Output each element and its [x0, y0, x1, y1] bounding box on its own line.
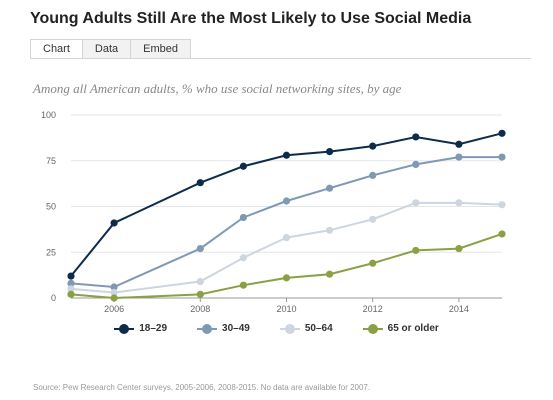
tab-divider [30, 58, 531, 59]
data-point [239, 162, 247, 170]
y-tick-label: 0 [51, 293, 56, 303]
x-tick-label: 2014 [449, 304, 469, 314]
x-tick-label: 2008 [190, 304, 210, 314]
data-point [239, 254, 247, 262]
legend-item: 50–64 [279, 323, 333, 334]
data-point [455, 199, 463, 207]
data-point [110, 294, 118, 302]
tab-bar: Chart Data Embed [30, 39, 192, 59]
data-point [110, 219, 118, 227]
series-line [70, 201, 503, 294]
data-point [498, 153, 506, 161]
chart-legend: 18–29 30–49 50–64 65 or older [0, 323, 553, 334]
series-line [70, 233, 503, 300]
legend-label: 65 or older [387, 323, 439, 334]
data-point [282, 274, 291, 282]
data-point [67, 285, 75, 293]
data-point [326, 184, 334, 192]
y-tick-label: 25 [46, 247, 56, 257]
source-note: Source: Pew Research Center surveys, 200… [33, 383, 371, 392]
chart-title: Young Adults Still Are the Most Likely t… [30, 10, 472, 27]
data-point [282, 197, 291, 205]
data-point [369, 171, 377, 179]
data-point [196, 290, 204, 298]
legend-marker [279, 323, 300, 334]
data-point [282, 151, 291, 159]
legend-item: 18–29 [114, 323, 167, 334]
data-point [498, 230, 506, 238]
legend-marker [114, 323, 135, 334]
x-tick-label: 2006 [104, 304, 124, 314]
legend-marker [197, 323, 218, 334]
data-point [369, 215, 377, 223]
series-line [70, 132, 503, 277]
data-point [412, 133, 420, 141]
legend-label: 18–29 [139, 323, 168, 334]
legend-marker [362, 323, 383, 334]
data-point [110, 288, 118, 297]
series-line [70, 156, 502, 289]
data-point [282, 234, 291, 242]
legend-label: 30–49 [222, 323, 250, 334]
data-point [196, 277, 204, 286]
data-point [239, 281, 247, 289]
data-point [455, 140, 463, 148]
data-point [196, 244, 204, 253]
legend-label: 50–64 [304, 323, 333, 334]
legend-item: 65 or older [362, 323, 439, 334]
data-point [412, 160, 420, 169]
data-point [196, 179, 204, 187]
y-tick-label: 100 [41, 110, 56, 120]
x-tick-label: 2012 [363, 304, 383, 314]
data-point [326, 148, 334, 156]
data-point [498, 201, 506, 209]
x-tick-label: 2010 [276, 304, 296, 314]
data-point [326, 226, 334, 234]
data-point [498, 129, 506, 137]
data-point [67, 290, 75, 298]
data-point [239, 213, 247, 222]
tab-embed[interactable]: Embed [131, 39, 192, 59]
data-point [67, 272, 75, 280]
y-tick-label: 50 [46, 202, 56, 212]
data-point [455, 244, 463, 253]
data-point [326, 270, 334, 278]
legend-item: 30–49 [197, 323, 250, 334]
data-point [412, 199, 420, 207]
data-point [369, 142, 377, 150]
y-tick-label: 75 [46, 156, 56, 166]
data-point [412, 246, 420, 255]
data-point [455, 153, 463, 161]
data-point [67, 279, 75, 287]
data-point [369, 259, 377, 267]
data-point [110, 283, 118, 291]
chart-subtitle: Among all American adults, % who use soc… [33, 81, 402, 96]
